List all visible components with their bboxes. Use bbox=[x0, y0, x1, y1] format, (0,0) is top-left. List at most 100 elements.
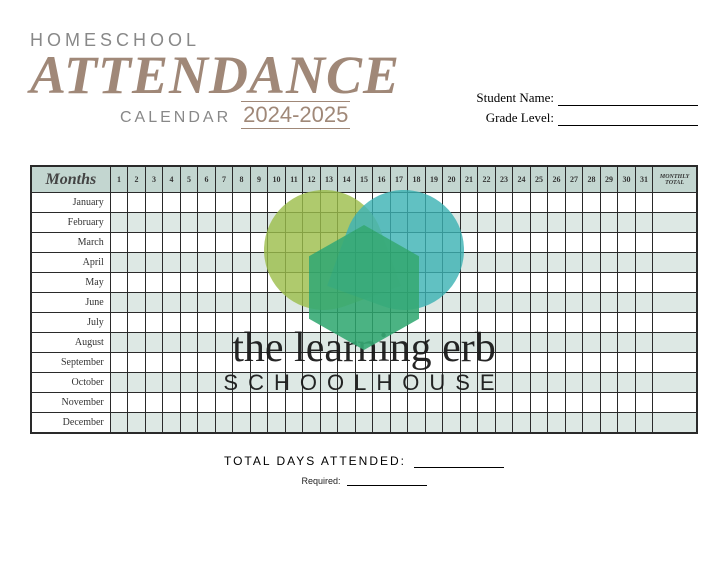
day-cell[interactable] bbox=[233, 293, 251, 313]
day-cell[interactable] bbox=[478, 293, 496, 313]
day-cell[interactable] bbox=[250, 253, 268, 273]
day-cell[interactable] bbox=[548, 253, 566, 273]
day-cell[interactable] bbox=[215, 413, 233, 433]
day-cell[interactable] bbox=[425, 273, 443, 293]
day-cell[interactable] bbox=[215, 353, 233, 373]
day-cell[interactable] bbox=[285, 413, 303, 433]
day-cell[interactable] bbox=[548, 333, 566, 353]
day-cell[interactable] bbox=[198, 193, 216, 213]
day-cell[interactable] bbox=[460, 253, 478, 273]
day-cell[interactable] bbox=[285, 313, 303, 333]
day-cell[interactable] bbox=[145, 373, 163, 393]
day-cell[interactable] bbox=[250, 213, 268, 233]
day-cell[interactable] bbox=[268, 413, 286, 433]
day-cell[interactable] bbox=[303, 373, 321, 393]
day-cell[interactable] bbox=[618, 313, 636, 333]
day-cell[interactable] bbox=[408, 393, 426, 413]
day-cell[interactable] bbox=[285, 333, 303, 353]
day-cell[interactable] bbox=[303, 293, 321, 313]
day-cell[interactable] bbox=[145, 313, 163, 333]
day-cell[interactable] bbox=[145, 253, 163, 273]
day-cell[interactable] bbox=[233, 373, 251, 393]
day-cell[interactable] bbox=[443, 393, 461, 413]
day-cell[interactable] bbox=[635, 213, 653, 233]
day-cell[interactable] bbox=[513, 353, 531, 373]
day-cell[interactable] bbox=[198, 373, 216, 393]
day-cell[interactable] bbox=[425, 193, 443, 213]
day-cell[interactable] bbox=[618, 253, 636, 273]
day-cell[interactable] bbox=[425, 393, 443, 413]
day-cell[interactable] bbox=[373, 253, 391, 273]
day-cell[interactable] bbox=[163, 233, 181, 253]
day-cell[interactable] bbox=[600, 313, 618, 333]
day-cell[interactable] bbox=[565, 313, 583, 333]
day-cell[interactable] bbox=[215, 273, 233, 293]
day-cell[interactable] bbox=[268, 233, 286, 253]
day-cell[interactable] bbox=[618, 393, 636, 413]
day-cell[interactable] bbox=[268, 253, 286, 273]
day-cell[interactable] bbox=[250, 233, 268, 253]
day-cell[interactable] bbox=[618, 333, 636, 353]
day-cell[interactable] bbox=[110, 353, 128, 373]
day-cell[interactable] bbox=[320, 273, 338, 293]
day-cell[interactable] bbox=[250, 293, 268, 313]
day-cell[interactable] bbox=[110, 233, 128, 253]
day-cell[interactable] bbox=[548, 233, 566, 253]
day-cell[interactable] bbox=[338, 213, 356, 233]
day-cell[interactable] bbox=[390, 393, 408, 413]
day-cell[interactable] bbox=[128, 233, 146, 253]
day-cell[interactable] bbox=[618, 293, 636, 313]
day-cell[interactable] bbox=[425, 213, 443, 233]
day-cell[interactable] bbox=[373, 233, 391, 253]
day-cell[interactable] bbox=[303, 253, 321, 273]
day-cell[interactable] bbox=[495, 193, 513, 213]
day-cell[interactable] bbox=[618, 413, 636, 433]
day-cell[interactable] bbox=[390, 333, 408, 353]
day-cell[interactable] bbox=[128, 373, 146, 393]
day-cell[interactable] bbox=[478, 353, 496, 373]
day-cell[interactable] bbox=[320, 233, 338, 253]
day-cell[interactable] bbox=[145, 213, 163, 233]
day-cell[interactable] bbox=[548, 293, 566, 313]
day-cell[interactable] bbox=[163, 193, 181, 213]
day-cell[interactable] bbox=[583, 353, 601, 373]
day-cell[interactable] bbox=[425, 413, 443, 433]
day-cell[interactable] bbox=[250, 273, 268, 293]
day-cell[interactable] bbox=[565, 373, 583, 393]
day-cell[interactable] bbox=[495, 393, 513, 413]
day-cell[interactable] bbox=[618, 273, 636, 293]
day-cell[interactable] bbox=[548, 373, 566, 393]
day-cell[interactable] bbox=[338, 233, 356, 253]
day-cell[interactable] bbox=[460, 333, 478, 353]
day-cell[interactable] bbox=[600, 393, 618, 413]
day-cell[interactable] bbox=[530, 313, 548, 333]
day-cell[interactable] bbox=[478, 253, 496, 273]
monthly-total-cell[interactable] bbox=[653, 413, 697, 433]
day-cell[interactable] bbox=[285, 373, 303, 393]
day-cell[interactable] bbox=[443, 373, 461, 393]
day-cell[interactable] bbox=[320, 213, 338, 233]
day-cell[interactable] bbox=[338, 193, 356, 213]
day-cell[interactable] bbox=[355, 313, 373, 333]
day-cell[interactable] bbox=[478, 333, 496, 353]
day-cell[interactable] bbox=[180, 273, 198, 293]
day-cell[interactable] bbox=[198, 333, 216, 353]
day-cell[interactable] bbox=[513, 293, 531, 313]
day-cell[interactable] bbox=[635, 293, 653, 313]
day-cell[interactable] bbox=[338, 373, 356, 393]
day-cell[interactable] bbox=[215, 393, 233, 413]
day-cell[interactable] bbox=[478, 233, 496, 253]
day-cell[interactable] bbox=[425, 333, 443, 353]
day-cell[interactable] bbox=[128, 393, 146, 413]
day-cell[interactable] bbox=[565, 353, 583, 373]
day-cell[interactable] bbox=[163, 373, 181, 393]
monthly-total-cell[interactable] bbox=[653, 333, 697, 353]
day-cell[interactable] bbox=[635, 373, 653, 393]
required-input[interactable] bbox=[347, 477, 427, 486]
day-cell[interactable] bbox=[513, 213, 531, 233]
day-cell[interactable] bbox=[390, 233, 408, 253]
day-cell[interactable] bbox=[460, 373, 478, 393]
day-cell[interactable] bbox=[320, 393, 338, 413]
day-cell[interactable] bbox=[513, 253, 531, 273]
day-cell[interactable] bbox=[250, 413, 268, 433]
